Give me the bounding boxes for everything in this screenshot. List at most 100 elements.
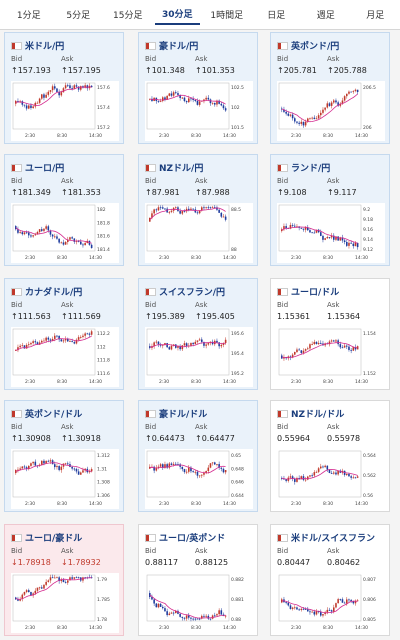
y-tick-label: 88 [231,247,237,253]
x-tick-label: 2:30 [291,625,301,631]
ask-value: ↑87.988 [195,188,230,197]
tab-4[interactable]: 1時間足 [210,11,244,21]
y-tick-label: 1.79 [97,577,107,583]
candle-body [21,232,24,235]
candle-body [330,102,333,106]
tab-3[interactable]: 30分足 [154,4,200,25]
candle-body [300,350,303,353]
candle-body [302,608,305,610]
candle-body [54,577,56,579]
candle-body [60,579,63,582]
tab-6[interactable]: 週足 [316,11,335,21]
moving-average-line [15,462,92,472]
candle-body [339,344,342,348]
rate-card[interactable]: カナダドル/円 Bid Ask ↑111.563 ↑111.569 112.2 112 111… [4,278,124,390]
candle-body [356,89,359,93]
candle-body [304,227,307,230]
candle-body [311,344,313,345]
candle-body [166,343,168,348]
rate-card[interactable]: 豪ドル/ドル Bid Ask ↑0.64473 ↑0.64477 0.65 0.648 0.6… [138,400,258,512]
rate-card[interactable]: 米ドル/円 Bid Ask ↑157.193 ↑157.195 157.6 157.4 157… [4,32,124,144]
candle-body [222,468,225,473]
candle-body [291,225,294,226]
candle-body [198,475,201,477]
rate-card[interactable]: ユーロ/豪ドル Bid Ask ↓1.78918 ↓1.78932 1.79 1.785 1.… [4,524,124,636]
candle-body [205,615,207,617]
candle-body [190,617,192,619]
moving-average-line [15,86,92,106]
candle-body [224,615,227,617]
candle-body [207,615,210,619]
candle-body [296,607,298,610]
candle-body [32,235,34,237]
candle-body [62,579,65,583]
candle-body [75,339,78,344]
rate-card[interactable]: 英ポンド/ドル Bid Ask ↑1.30908 ↑1.30918 1.312 1.31 1.… [4,400,124,512]
y-tick-label: 9.16 [363,227,373,233]
candle-body [17,229,19,233]
rate-card[interactable]: ユーロ/ドル Bid Ask 1.15361 1.15364 1.154 1.152 2:30… [270,278,390,390]
candle-body [343,96,346,101]
x-tick-label: 14:30 [89,133,102,139]
rate-card[interactable]: 英ポンド/円 Bid Ask ↑205.781 ↑205.788 206.5 206 2:30… [270,32,390,144]
candle-body [320,342,322,344]
ask-label: Ask [61,177,74,185]
candle-body [196,100,199,105]
rate-card[interactable]: ユーロ/英ポンド Bid Ask 0.88117 0.88125 0.882 0.881 0.… [138,524,258,636]
candle-body [56,236,58,239]
candle-body [216,340,218,343]
tab-7[interactable]: 月足 [366,11,385,21]
candle-body [214,207,216,209]
y-tick-label: 0.881 [231,597,244,603]
candle-body [82,335,84,337]
rate-card[interactable]: 豪ドル/円 Bid Ask ↑101.348 ↑101.353 102.5 102 101.5… [138,32,258,144]
candle-body [346,599,348,604]
candle-body [153,599,155,604]
tab-5[interactable]: 日足 [267,11,286,21]
candle-body [51,338,54,341]
candlestick-chart: 1.154 1.152 2:30 8:30 14:30 [277,327,385,387]
y-tick-label: 195.2 [231,371,244,377]
candle-body [328,469,331,474]
candle-body [185,615,188,619]
candle-body [188,208,190,211]
candle-body [149,217,151,222]
candlestick-chart: 0.882 0.881 0.88 2:30 8:30 14:30 [145,573,253,633]
rate-card[interactable]: NZドル/円 Bid Ask ↑87.981 ↑87.988 88.5 88 2:30 8:30… [138,154,258,266]
rate-card[interactable]: 米ドル/スイスフラン Bid Ask 0.80447 0.80462 0.807 0.806… [270,524,390,636]
rate-card[interactable]: NZドル/ドル Bid Ask 0.55964 0.55978 0.564 0.562 0.5… [270,400,390,512]
y-tick-label: 182 [97,207,106,213]
candle-body [73,342,76,344]
candle-body [313,232,316,234]
candle-body [64,338,67,341]
candle-body [222,342,225,345]
tab-2[interactable]: 15分足 [113,11,143,21]
x-tick-label: 8:30 [57,501,67,507]
rate-card[interactable]: ランド/円 Bid Ask ↑9.108 ↑9.117 9.2 9.18 9.16 9.14 9.… [270,154,390,266]
rate-card[interactable]: ユーロ/円 Bid Ask ↑181.349 ↑181.353 182 181.8 181.6… [4,154,124,266]
tab-1[interactable]: 5分足 [66,11,91,21]
moving-average-line [15,335,92,351]
candle-body [172,612,175,614]
candle-body [32,461,34,464]
candlestick-chart: 88.5 88 2:30 8:30 14:30 [145,203,253,263]
candle-body [216,207,218,210]
y-tick-label: 111.6 [97,371,110,377]
bid-label: Bid [11,177,23,185]
ask-value: 0.88125 [195,558,229,567]
flag-icon [277,163,288,172]
candle-body [159,603,162,607]
x-tick-label: 2:30 [159,133,169,139]
y-tick-label: 157.4 [97,105,110,111]
candle-body [45,94,47,98]
candle-body [309,475,311,477]
candle-body [343,240,346,242]
candle-body [196,340,199,342]
candle-body [302,121,305,126]
y-tick-label: 206.5 [363,85,376,91]
bid-label: Bid [145,423,157,431]
tab-0[interactable]: 1分足 [16,11,41,21]
rate-card[interactable]: スイスフラン/円 Bid Ask ↑195.389 ↑195.405 195.6 195.4… [138,278,258,390]
candle-body [32,341,34,344]
candle-body [348,473,350,477]
